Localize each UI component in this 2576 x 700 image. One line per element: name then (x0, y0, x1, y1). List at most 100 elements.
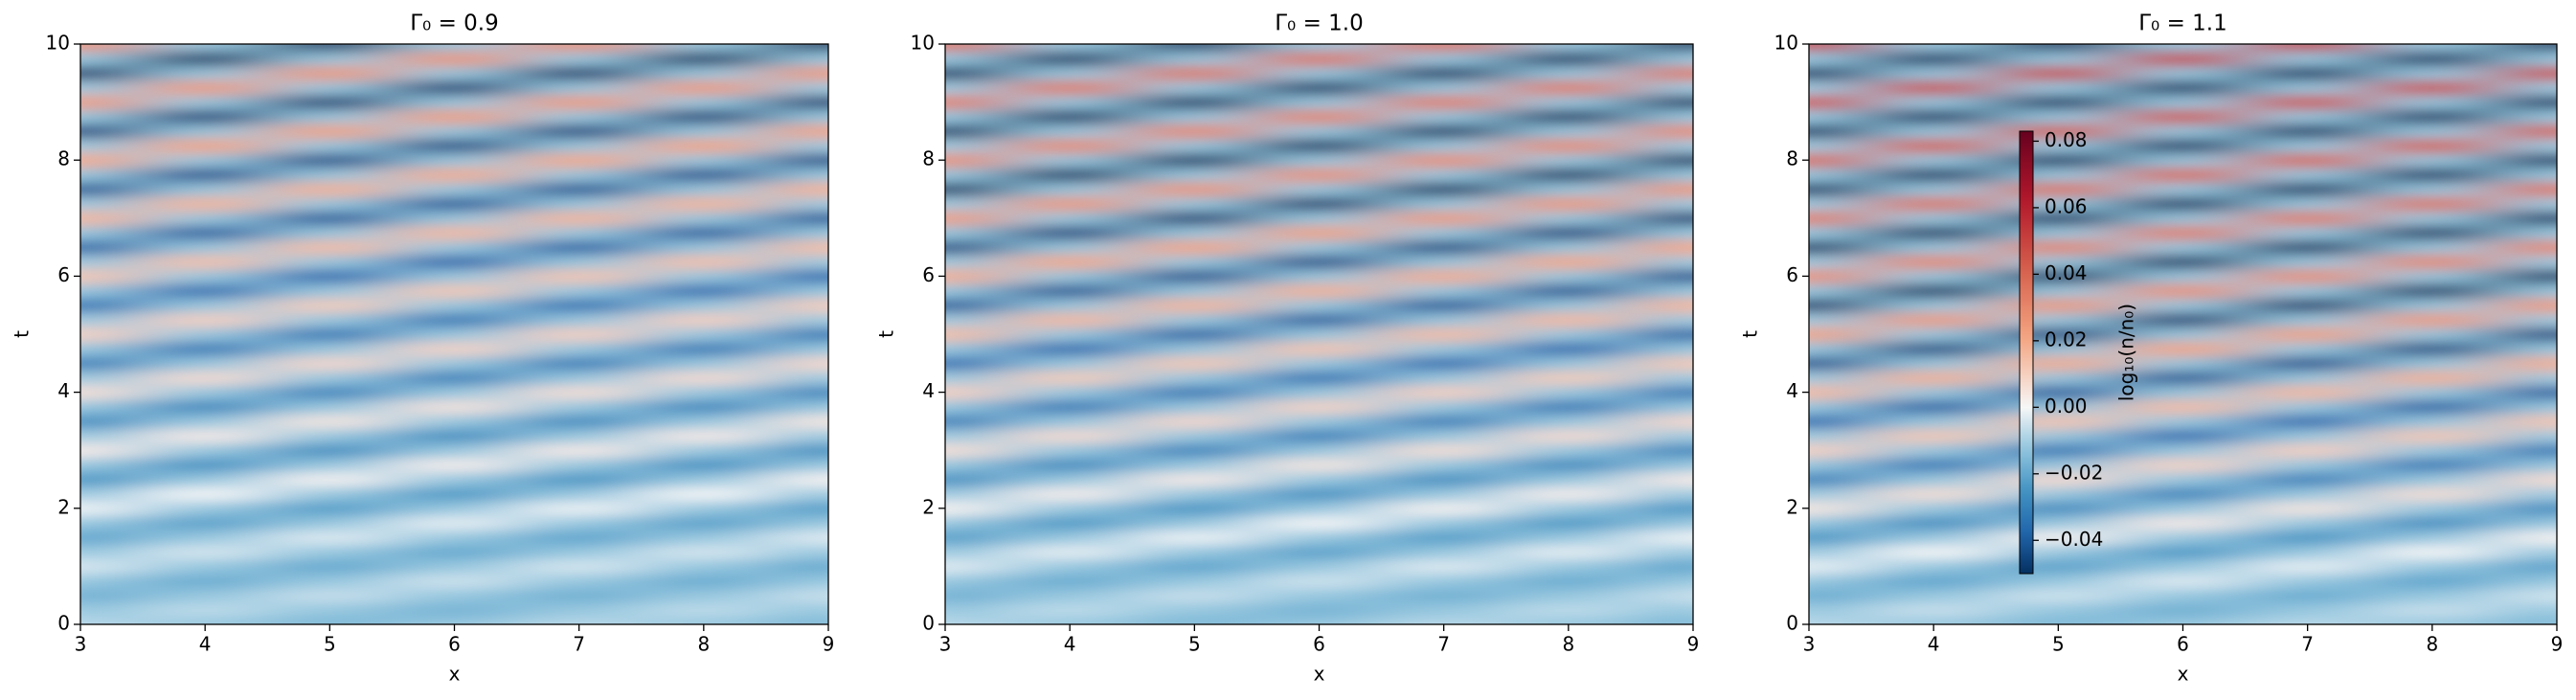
heat-cell (1630, 94, 1693, 110)
heat-cell (1630, 51, 1693, 67)
heat-cell (516, 79, 643, 96)
heat-cell (1809, 616, 1872, 624)
heat-cell (1255, 326, 1383, 343)
heat-cell (266, 544, 393, 560)
heat-cell (2494, 108, 2557, 124)
heat-cell (2119, 51, 2247, 67)
heat-cell (80, 341, 144, 357)
x-tick-label: 3 (939, 633, 952, 656)
heat-cell (391, 137, 518, 154)
heat-cell (516, 558, 643, 575)
heat-cell (641, 355, 767, 372)
heatmap (945, 44, 1693, 624)
heat-cell (80, 355, 144, 372)
heat-cell (391, 530, 518, 546)
heat-cell (1505, 616, 1632, 624)
heat-cell (2245, 544, 2371, 560)
heat-cell (266, 224, 393, 241)
heat-cell (1381, 79, 1507, 96)
heat-cell (142, 544, 268, 560)
heat-cell (765, 514, 828, 531)
heat-cell (1131, 485, 1257, 502)
heat-cell (765, 123, 828, 139)
heat-cell (142, 384, 268, 400)
heat-cell (2245, 51, 2371, 67)
heat-cell (1381, 530, 1507, 546)
heat-cell (2369, 152, 2496, 169)
heat-cell (1505, 167, 1632, 183)
heat-cell (641, 65, 767, 81)
heat-cell (1809, 442, 1872, 459)
heat-cell (2119, 370, 2247, 386)
heat-cell (1381, 355, 1507, 372)
heat-cell (2369, 485, 2496, 502)
heat-cell (1381, 282, 1507, 299)
colorbar (2019, 130, 2034, 575)
heat-cell (1809, 601, 1872, 618)
heat-cell (1870, 398, 1997, 415)
heat-cell (641, 573, 767, 589)
heat-cell (142, 254, 268, 270)
heat-cell (80, 311, 144, 327)
heat-cell (391, 370, 518, 386)
heat-cell (1809, 152, 1872, 169)
y-tick-label: 10 (46, 32, 70, 55)
heat-cell (1630, 427, 1693, 444)
heat-cell (80, 195, 144, 212)
heat-cell (2119, 123, 2247, 139)
heat-cell (1630, 79, 1693, 96)
heat-cell (2245, 587, 2371, 603)
heat-cell (1630, 167, 1693, 183)
heat-cell (142, 108, 268, 124)
heat-cell (1381, 485, 1507, 502)
heat-cell (1131, 51, 1257, 67)
heat-cell (80, 384, 144, 400)
heat-cell (2494, 254, 2557, 270)
heat-cell (2245, 268, 2371, 284)
heat-cell (1255, 65, 1383, 81)
heat-cell (142, 152, 268, 169)
heat-cell (80, 601, 144, 618)
heat-cell (1131, 326, 1257, 343)
heat-cell (945, 44, 1008, 53)
heat-cell (2369, 427, 2496, 444)
heat-cell (1630, 514, 1693, 531)
heat-cell (765, 268, 828, 284)
heat-cell (516, 94, 643, 110)
heat-cell (641, 79, 767, 96)
heat-cell (1006, 268, 1133, 284)
heat-cell (2494, 79, 2557, 96)
heat-cell (2245, 370, 2371, 386)
heat-cell (1381, 167, 1507, 183)
y-axis-label: t (1739, 330, 1762, 338)
heat-cell (2494, 558, 2557, 575)
heat-cell (2369, 311, 2496, 327)
heat-cell (1381, 268, 1507, 284)
heat-cell (1630, 181, 1693, 197)
heat-cell (1131, 268, 1257, 284)
x-tick-label: 3 (75, 633, 87, 656)
heat-cell (266, 457, 393, 473)
heat-cell (516, 210, 643, 226)
heat-cell (1630, 355, 1693, 372)
heat-cell (945, 485, 1008, 502)
heat-cell (2494, 181, 2557, 197)
heat-cell (641, 442, 767, 459)
heat-cell (142, 616, 268, 624)
heat-cell (1131, 384, 1257, 400)
heat-cell (1809, 544, 1872, 560)
heat-cell (2369, 181, 2496, 197)
heat-cell (1006, 514, 1133, 531)
heat-cell (1381, 239, 1507, 256)
heat-cell (1505, 442, 1632, 459)
heat-cell (1381, 254, 1507, 270)
heat-cell (1255, 355, 1383, 372)
heat-cell (1630, 268, 1693, 284)
heat-cell (641, 239, 767, 256)
heat-cell (1006, 384, 1133, 400)
heat-cell (2119, 530, 2247, 546)
x-tick-label: 8 (697, 633, 710, 656)
heat-cell (1131, 514, 1257, 531)
heat-cell (1006, 485, 1133, 502)
heat-cell (2119, 427, 2247, 444)
